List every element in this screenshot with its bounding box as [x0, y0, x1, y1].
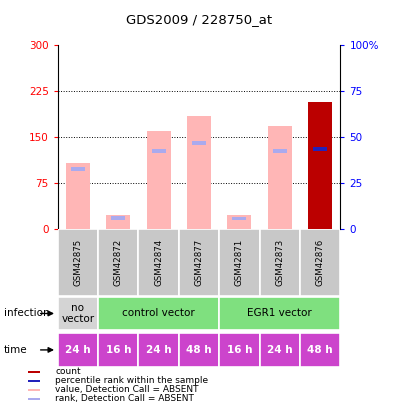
Bar: [187, 116, 211, 229]
Text: GSM42871: GSM42871: [235, 239, 244, 286]
Bar: [66, 163, 90, 229]
Text: 24 h: 24 h: [146, 345, 172, 355]
Text: 16 h: 16 h: [226, 345, 252, 355]
Bar: [98, 297, 219, 330]
Bar: [106, 215, 131, 229]
Text: GSM42876: GSM42876: [316, 239, 325, 286]
Text: control vector: control vector: [122, 309, 195, 318]
Bar: [98, 333, 139, 367]
Bar: [300, 333, 340, 367]
Text: count: count: [55, 367, 81, 376]
Bar: [139, 229, 179, 296]
Bar: [27, 380, 40, 382]
Bar: [308, 102, 332, 229]
Text: 48 h: 48 h: [307, 345, 333, 355]
Bar: [152, 149, 166, 153]
Text: 48 h: 48 h: [186, 345, 212, 355]
Bar: [259, 229, 300, 296]
Text: GSM42874: GSM42874: [154, 239, 163, 286]
Text: percentile rank within the sample: percentile rank within the sample: [55, 376, 209, 385]
Bar: [58, 229, 98, 296]
Text: 16 h: 16 h: [105, 345, 131, 355]
Bar: [139, 333, 179, 367]
Bar: [179, 333, 219, 367]
Bar: [259, 333, 300, 367]
Bar: [227, 215, 252, 229]
Bar: [313, 147, 327, 151]
Bar: [71, 167, 85, 171]
Bar: [98, 229, 139, 296]
Text: 24 h: 24 h: [65, 345, 91, 355]
Bar: [27, 389, 40, 390]
Text: GSM42877: GSM42877: [195, 239, 203, 286]
Bar: [267, 126, 292, 229]
Text: EGR1 vector: EGR1 vector: [248, 309, 312, 318]
Bar: [27, 371, 40, 373]
Bar: [300, 229, 340, 296]
Bar: [111, 216, 125, 220]
Bar: [273, 149, 287, 153]
Text: GDS2009 / 228750_at: GDS2009 / 228750_at: [126, 13, 272, 26]
Bar: [58, 333, 98, 367]
Text: time: time: [4, 345, 27, 355]
Text: GSM42873: GSM42873: [275, 239, 284, 286]
Text: rank, Detection Call = ABSENT: rank, Detection Call = ABSENT: [55, 394, 194, 403]
Bar: [179, 229, 219, 296]
Bar: [146, 130, 171, 229]
Bar: [232, 217, 246, 220]
Text: value, Detection Call = ABSENT: value, Detection Call = ABSENT: [55, 385, 199, 394]
Bar: [192, 141, 206, 145]
Text: 24 h: 24 h: [267, 345, 293, 355]
Bar: [58, 297, 98, 330]
Text: infection: infection: [4, 309, 50, 318]
Bar: [27, 398, 40, 399]
Bar: [219, 333, 259, 367]
Bar: [219, 297, 340, 330]
Text: GSM42875: GSM42875: [73, 239, 82, 286]
Bar: [219, 229, 259, 296]
Text: no
vector: no vector: [61, 303, 94, 324]
Text: GSM42872: GSM42872: [114, 239, 123, 286]
